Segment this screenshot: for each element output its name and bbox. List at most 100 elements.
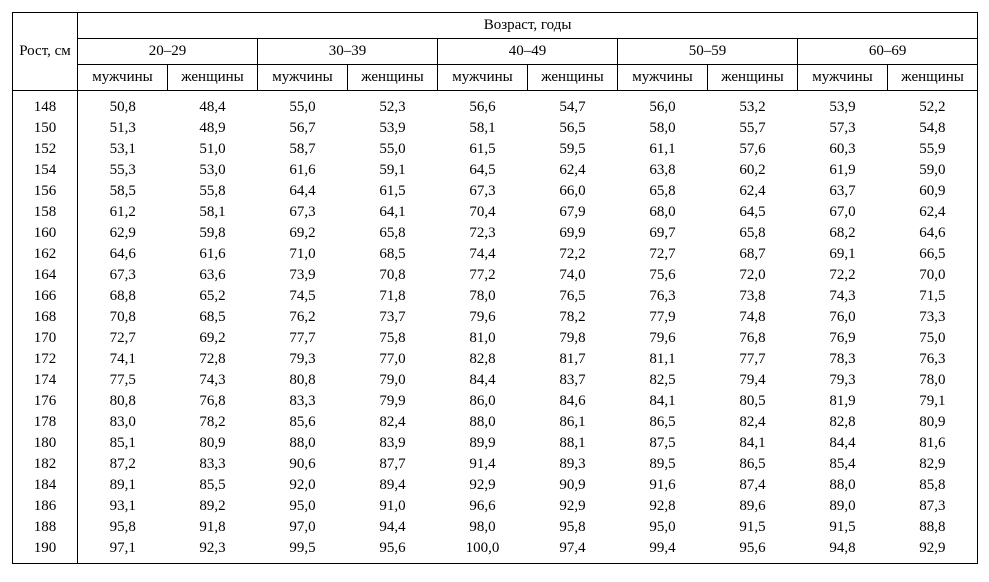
value-cell: 68,7: [708, 244, 798, 265]
table-row: 18489,185,592,089,492,990,991,687,488,08…: [13, 475, 978, 496]
value-cell: 85,1: [78, 433, 168, 454]
value-cell: 73,8: [708, 286, 798, 307]
value-cell: 81,1: [618, 349, 708, 370]
value-cell: 63,7: [798, 181, 888, 202]
value-cell: 62,4: [888, 202, 978, 223]
height-cell: 184: [13, 475, 78, 496]
sub-label-f: женщины: [348, 65, 438, 91]
value-cell: 67,3: [438, 181, 528, 202]
height-cell: 160: [13, 223, 78, 244]
value-cell: 89,4: [348, 475, 438, 496]
value-cell: 85,5: [168, 475, 258, 496]
value-cell: 75,8: [348, 328, 438, 349]
value-cell: 75,6: [618, 265, 708, 286]
value-cell: 50,8: [78, 91, 168, 119]
value-cell: 64,5: [438, 160, 528, 181]
value-cell: 83,3: [258, 391, 348, 412]
value-cell: 64,1: [348, 202, 438, 223]
value-cell: 81,7: [528, 349, 618, 370]
value-cell: 87,5: [618, 433, 708, 454]
table-body: 14850,848,455,052,356,654,756,053,253,95…: [13, 91, 978, 564]
height-cell: 148: [13, 91, 78, 119]
value-cell: 92,9: [888, 538, 978, 564]
value-cell: 67,9: [528, 202, 618, 223]
value-cell: 90,6: [258, 454, 348, 475]
table-row: 15861,258,167,364,170,467,968,064,567,06…: [13, 202, 978, 223]
value-cell: 63,6: [168, 265, 258, 286]
weight-height-age-table: Рост, см Возраст, годы 20–29 30–39 40–49…: [12, 12, 978, 564]
value-cell: 97,4: [528, 538, 618, 564]
value-cell: 84,4: [798, 433, 888, 454]
value-cell: 88,0: [258, 433, 348, 454]
table-row: 18287,283,390,687,791,489,389,586,585,48…: [13, 454, 978, 475]
value-cell: 94,4: [348, 517, 438, 538]
value-cell: 56,7: [258, 118, 348, 139]
value-cell: 71,0: [258, 244, 348, 265]
value-cell: 95,0: [258, 496, 348, 517]
sub-label-f: женщины: [708, 65, 798, 91]
table-row: 17883,078,285,682,488,086,186,582,482,88…: [13, 412, 978, 433]
value-cell: 91,8: [168, 517, 258, 538]
value-cell: 69,1: [798, 244, 888, 265]
value-cell: 66,0: [528, 181, 618, 202]
table-row: 17274,172,879,377,082,881,781,177,778,37…: [13, 349, 978, 370]
value-cell: 58,7: [258, 139, 348, 160]
value-cell: 76,5: [528, 286, 618, 307]
value-cell: 85,8: [888, 475, 978, 496]
table-row: 16870,868,576,273,779,678,277,974,876,07…: [13, 307, 978, 328]
value-cell: 57,3: [798, 118, 888, 139]
value-cell: 55,0: [348, 139, 438, 160]
value-cell: 74,3: [168, 370, 258, 391]
value-cell: 92,9: [438, 475, 528, 496]
value-cell: 89,1: [78, 475, 168, 496]
value-cell: 69,2: [168, 328, 258, 349]
table-row: 16668,865,274,571,878,076,576,373,874,37…: [13, 286, 978, 307]
value-cell: 74,8: [708, 307, 798, 328]
height-cell: 156: [13, 181, 78, 202]
value-cell: 87,4: [708, 475, 798, 496]
value-cell: 95,8: [78, 517, 168, 538]
value-cell: 71,8: [348, 286, 438, 307]
value-cell: 83,0: [78, 412, 168, 433]
value-cell: 61,9: [798, 160, 888, 181]
value-cell: 83,9: [348, 433, 438, 454]
value-cell: 80,8: [258, 370, 348, 391]
value-cell: 96,6: [438, 496, 528, 517]
value-cell: 88,0: [798, 475, 888, 496]
value-cell: 89,3: [528, 454, 618, 475]
value-cell: 70,8: [348, 265, 438, 286]
table-row: 18693,189,295,091,096,692,992,889,689,08…: [13, 496, 978, 517]
value-cell: 91,0: [348, 496, 438, 517]
value-cell: 82,4: [708, 412, 798, 433]
table-row: 16062,959,869,265,872,369,969,765,868,26…: [13, 223, 978, 244]
value-cell: 62,9: [78, 223, 168, 244]
value-cell: 77,2: [438, 265, 528, 286]
height-cell: 170: [13, 328, 78, 349]
table-row: 14850,848,455,052,356,654,756,053,253,95…: [13, 91, 978, 119]
value-cell: 55,9: [888, 139, 978, 160]
value-cell: 52,3: [348, 91, 438, 119]
value-cell: 72,8: [168, 349, 258, 370]
value-cell: 79,6: [438, 307, 528, 328]
value-cell: 72,7: [78, 328, 168, 349]
value-cell: 56,6: [438, 91, 528, 119]
table-row: 17072,769,277,775,881,079,879,676,876,97…: [13, 328, 978, 349]
value-cell: 99,4: [618, 538, 708, 564]
value-cell: 65,2: [168, 286, 258, 307]
table-row: 15455,353,061,659,164,562,463,860,261,95…: [13, 160, 978, 181]
height-cell: 172: [13, 349, 78, 370]
value-cell: 74,5: [258, 286, 348, 307]
value-cell: 83,7: [528, 370, 618, 391]
value-cell: 60,2: [708, 160, 798, 181]
value-cell: 84,1: [618, 391, 708, 412]
value-cell: 74,4: [438, 244, 528, 265]
value-cell: 77,9: [618, 307, 708, 328]
value-cell: 77,5: [78, 370, 168, 391]
table-row: 15253,151,058,755,061,559,561,157,660,35…: [13, 139, 978, 160]
value-cell: 65,8: [708, 223, 798, 244]
value-cell: 80,9: [168, 433, 258, 454]
value-cell: 89,6: [708, 496, 798, 517]
value-cell: 89,5: [618, 454, 708, 475]
value-cell: 65,8: [348, 223, 438, 244]
value-cell: 75,0: [888, 328, 978, 349]
